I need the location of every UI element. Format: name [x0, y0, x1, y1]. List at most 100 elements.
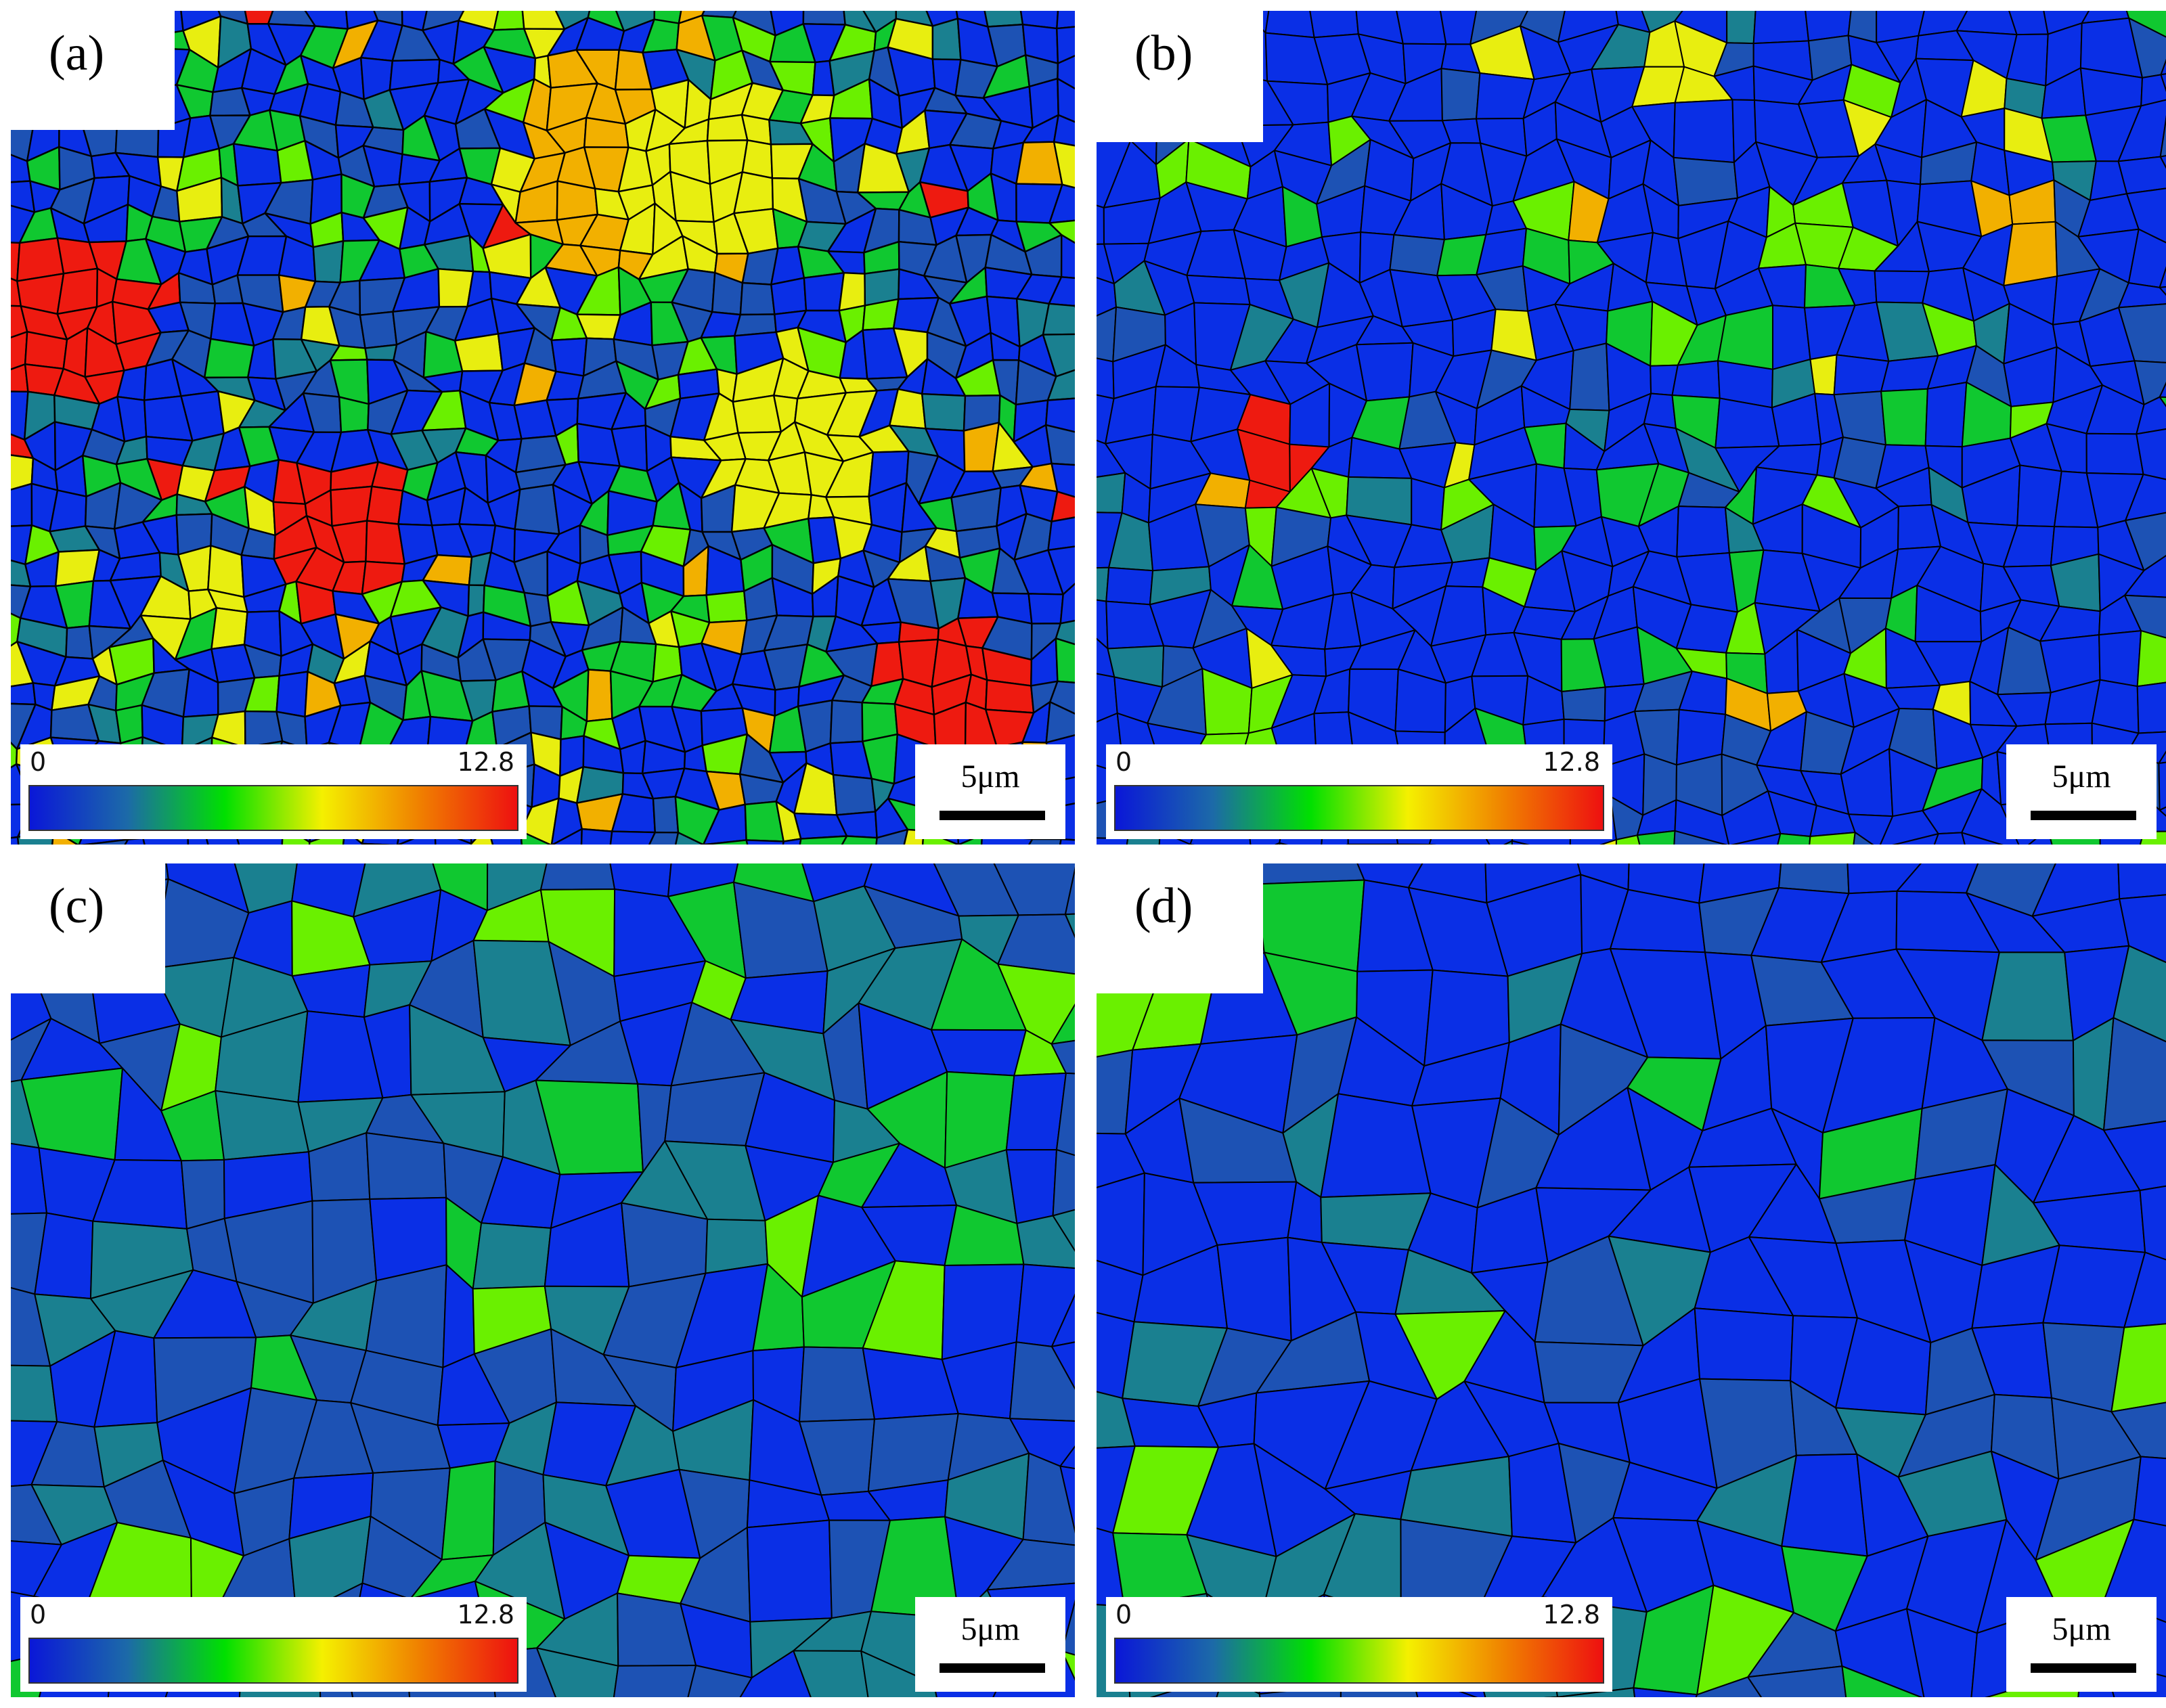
grain [1781, 1453, 1868, 1557]
panel-d: (d) 0 12.8 5μm [1097, 863, 2166, 1697]
grain [1615, 834, 1641, 845]
grain [2159, 382, 2166, 399]
grain [1053, 141, 1075, 189]
grain [1028, 838, 1062, 845]
grain [330, 485, 373, 527]
grain [1216, 1236, 1292, 1342]
grain [2003, 221, 2058, 287]
grain [1048, 219, 1075, 244]
grain [79, 838, 129, 845]
grain [1053, 114, 1075, 147]
grain [2125, 11, 2166, 38]
grain [536, 1647, 619, 1697]
grain [204, 338, 255, 379]
grain [1636, 830, 1676, 845]
grain [1848, 813, 1894, 845]
grain [930, 1029, 1027, 1077]
grain [1186, 274, 1251, 305]
scale-bar-label: 5μm [2052, 759, 2111, 794]
grain [1892, 833, 1939, 845]
grain [2159, 396, 2166, 407]
grain [1726, 11, 1756, 45]
scale-bar-line [940, 1663, 1045, 1673]
grain [1055, 637, 1075, 684]
grain [782, 838, 802, 845]
grain [705, 590, 748, 624]
grain [1674, 799, 1730, 845]
grain [2117, 156, 2166, 195]
grain [65, 625, 94, 660]
grain [986, 1538, 1075, 1591]
grain [1059, 1445, 1075, 1470]
grain [2136, 681, 2166, 734]
grain [745, 839, 784, 845]
grain [2125, 512, 2166, 572]
grain [1059, 1465, 1075, 1534]
grain [841, 835, 878, 845]
grain [2158, 761, 2166, 811]
grain [1633, 1687, 1698, 1697]
grain [1056, 11, 1075, 30]
legend-max-label: 12.8 [457, 1600, 514, 1630]
grain [514, 484, 560, 535]
panel-label-a: (a) [11, 11, 175, 130]
grain [921, 392, 967, 432]
grain [1097, 1172, 1145, 1276]
panel-c: (c) 0 12.8 5μm [11, 863, 1075, 1697]
grain [2118, 282, 2166, 309]
grain [2125, 474, 2166, 522]
colorbar-gradient [1114, 785, 1604, 831]
grain [1046, 369, 1075, 401]
grain [1752, 11, 1809, 45]
grain [1057, 77, 1075, 123]
grain [1105, 566, 1154, 606]
grain [770, 277, 808, 315]
scale-bar-b: 5μm [2006, 744, 2157, 839]
grain [613, 1665, 697, 1697]
grain [1924, 382, 1968, 448]
grain [338, 396, 370, 433]
grain [838, 272, 866, 312]
grain [1048, 276, 1075, 307]
grain [1933, 832, 1966, 845]
grain [2117, 863, 2166, 900]
grain [550, 337, 588, 377]
grain [1599, 838, 1617, 845]
panel-a: (a) 0 12.8 5μm [11, 11, 1075, 845]
grain [832, 773, 877, 816]
grain [2110, 1323, 2166, 1413]
grain [1961, 788, 2020, 845]
grain [1511, 840, 1530, 845]
grain [799, 1346, 875, 1422]
grain [1809, 354, 1838, 396]
grain [803, 272, 845, 312]
colorbar-gradient [28, 1638, 518, 1684]
grain [1051, 1003, 1075, 1045]
grain [652, 795, 680, 834]
grain [1059, 838, 1075, 845]
grain [2159, 155, 2166, 169]
grain [2160, 73, 2166, 92]
grain [1051, 1293, 1075, 1347]
grain [984, 679, 1035, 714]
grain-boundary-network [11, 863, 1075, 1697]
grain [207, 545, 245, 598]
grain [793, 1650, 869, 1697]
grain [609, 830, 656, 845]
colorbar-legend-c: 0 12.8 [20, 1597, 527, 1692]
grain [1051, 1341, 1075, 1390]
scale-bar-label: 5μm [2052, 1611, 2111, 1647]
grain [1906, 1608, 1978, 1697]
grain [1356, 342, 1414, 402]
grain [11, 836, 20, 845]
grain [1042, 302, 1075, 336]
grain [2119, 894, 2166, 964]
grain [2110, 1401, 2166, 1460]
grain [2159, 286, 2166, 296]
grain [520, 830, 552, 845]
grain [1440, 68, 1481, 122]
grain [2159, 266, 2166, 288]
kam-map-c [11, 863, 1075, 1697]
scale-bar-label: 5μm [960, 1611, 1020, 1647]
grain [1064, 913, 1075, 939]
